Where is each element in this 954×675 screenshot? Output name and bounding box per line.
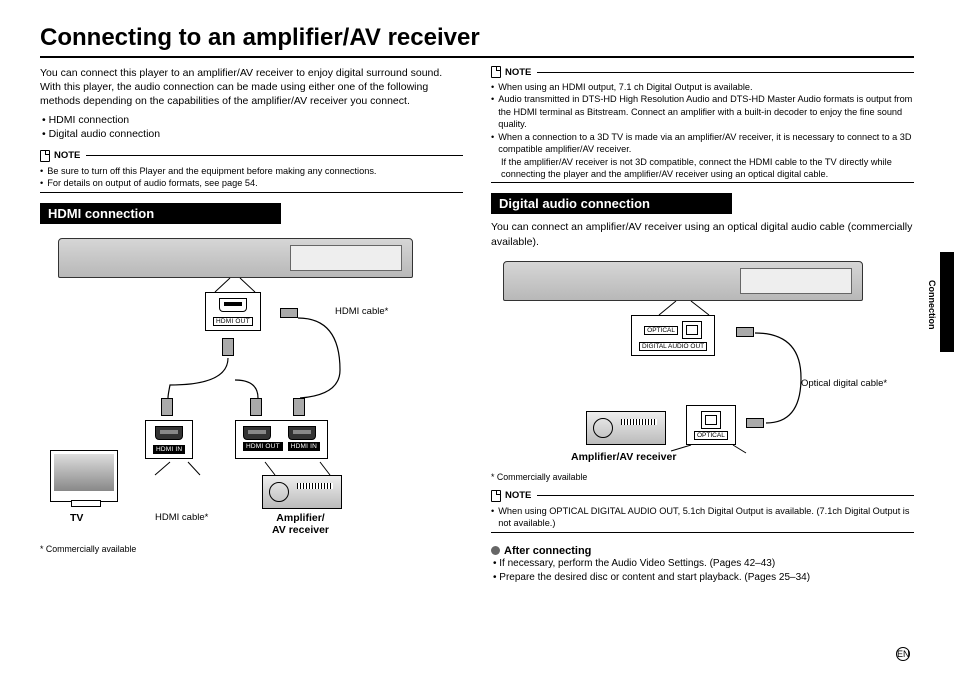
hdmi-out-label: HDMI OUT — [213, 317, 253, 326]
cable-plug — [736, 327, 754, 337]
hdmi-in-label: HDMI IN — [153, 445, 185, 454]
note-label: NOTE — [505, 67, 531, 78]
note-rule — [537, 72, 914, 73]
optical-port-icon — [682, 321, 702, 339]
digital-diagram: OPTICAL DIGITAL AUDIO OUT OPTICAL Optica… — [491, 253, 914, 468]
hdmi-in-callout-left: HDMI IN — [145, 420, 193, 459]
optical-cable-label: Optical digital cable* — [801, 378, 887, 389]
optical-callout: OPTICAL DIGITAL AUDIO OUT — [631, 315, 715, 356]
note-header: NOTE — [40, 150, 463, 162]
hdmi-port-icon — [288, 426, 316, 440]
hdmi-port-icon — [219, 298, 247, 312]
section-hdmi: HDMI connection — [40, 203, 281, 224]
side-tab — [940, 252, 954, 352]
left-column: You can connect this player to an amplif… — [40, 66, 463, 585]
hdmi-diagram: HDMI OUT HDMI IN HDMI OUT HDMI IN — [40, 230, 463, 540]
note-item: For details on output of audio formats, … — [40, 177, 463, 189]
amplifier-icon — [262, 475, 342, 509]
cable-plug — [293, 398, 305, 416]
cable-plug — [746, 418, 764, 428]
intro-text: You can connect this player to an amplif… — [40, 66, 463, 109]
commercial-note: * Commercially available — [40, 544, 463, 554]
method-item: HDMI connection — [42, 113, 463, 128]
side-section-label: Connection — [927, 280, 937, 330]
optical-port-icon — [701, 411, 721, 429]
after-item: If necessary, perform the Audio Video Se… — [493, 557, 914, 571]
hdmi-amp-callout: HDMI OUT HDMI IN — [235, 420, 328, 459]
cable-plug — [161, 398, 173, 416]
section-digital: Digital audio connection — [491, 193, 732, 214]
cable-plug — [222, 338, 234, 356]
amp-label: Amplifier/ AV receiver — [272, 512, 329, 536]
commercial-note: * Commercially available — [491, 472, 914, 482]
tv-icon — [50, 450, 118, 502]
hdmi-cable-label: HDMI cable* — [155, 512, 208, 523]
dao-label: DIGITAL AUDIO OUT — [639, 342, 707, 351]
player-unit — [503, 261, 863, 301]
amp-label: Amplifier/AV receiver — [571, 451, 676, 463]
note-header: NOTE — [491, 66, 914, 78]
note-item: Be sure to turn off this Player and the … — [40, 165, 463, 177]
hdmi-out-label: HDMI OUT — [243, 442, 283, 451]
note-item: When using OPTICAL DIGITAL AUDIO OUT, 5.… — [491, 505, 914, 530]
note-label: NOTE — [505, 490, 531, 501]
note-header: NOTE — [491, 490, 914, 502]
hdmi-in-label: HDMI IN — [288, 442, 320, 451]
note-item: Audio transmitted in DTS-HD High Resolut… — [491, 93, 914, 130]
right-column: NOTE When using an HDMI output, 7.1 ch D… — [491, 66, 914, 585]
note-list: When using OPTICAL DIGITAL AUDIO OUT, 5.… — [491, 505, 914, 530]
optical-label: OPTICAL — [694, 431, 728, 440]
page-title: Connecting to an amplifier/AV receiver — [40, 24, 914, 58]
method-list: HDMI connection Digital audio connection — [42, 113, 463, 142]
bullet-icon — [491, 546, 500, 555]
note-list: When using an HDMI output, 7.1 ch Digita… — [491, 81, 914, 180]
note-item: When a connection to a 3D TV is made via… — [491, 131, 914, 156]
note-icon — [491, 66, 501, 78]
after-list: If necessary, perform the Audio Video Se… — [493, 557, 914, 585]
after-heading: After connecting — [491, 545, 914, 557]
note-list: Be sure to turn off this Player and the … — [40, 165, 463, 190]
note-item: When using an HDMI output, 7.1 ch Digita… — [491, 81, 914, 93]
note-end-rule — [40, 192, 463, 193]
amp-optical-callout: OPTICAL — [686, 405, 736, 445]
note-label: NOTE — [54, 150, 80, 161]
note-rule — [537, 495, 914, 496]
hdmi-port-icon — [243, 426, 271, 440]
player-unit — [58, 238, 413, 278]
note-rule — [86, 155, 463, 156]
tv-label: TV — [70, 512, 83, 524]
cable-plug — [250, 398, 262, 416]
method-item: Digital audio connection — [42, 127, 463, 142]
note-subitem: If the amplifier/AV receiver is not 3D c… — [491, 156, 914, 181]
content-columns: You can connect this player to an amplif… — [40, 66, 914, 585]
hdmi-out-callout: HDMI OUT — [205, 292, 261, 331]
note-end-rule — [491, 182, 914, 183]
digital-intro: You can connect an amplifier/AV receiver… — [491, 220, 914, 248]
note-icon — [491, 490, 501, 502]
cable-plug — [280, 308, 298, 318]
amplifier-icon — [586, 411, 666, 445]
optical-label: OPTICAL — [644, 326, 678, 335]
hdmi-port-icon — [155, 426, 183, 440]
note-icon — [40, 150, 50, 162]
hdmi-cable-label: HDMI cable* — [335, 306, 388, 317]
note-end-rule — [491, 532, 914, 533]
page-mark: EN — [896, 647, 910, 661]
after-item: Prepare the desired disc or content and … — [493, 571, 914, 585]
